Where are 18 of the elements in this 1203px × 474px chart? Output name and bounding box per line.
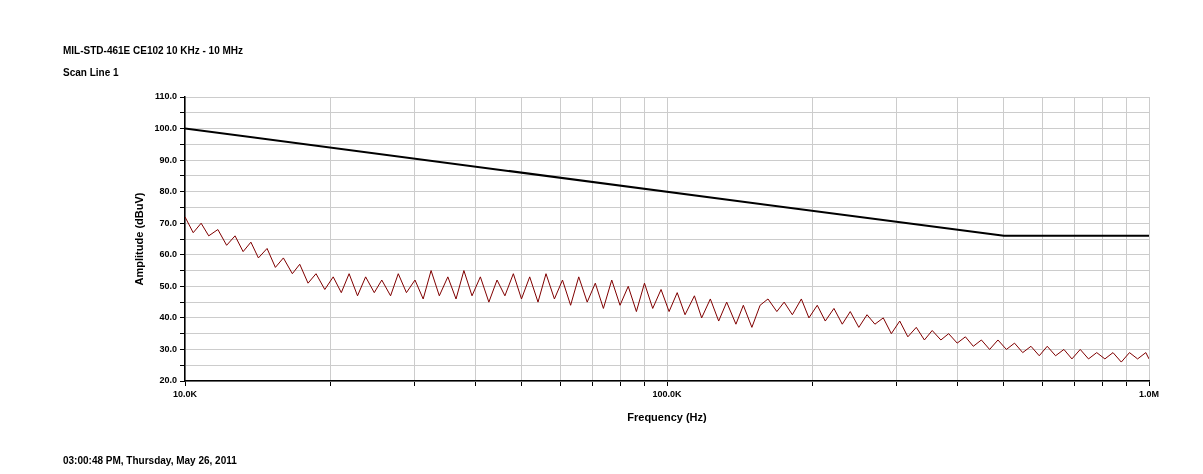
y-tick-label: 30.0 (159, 343, 177, 354)
y-tick-label: 90.0 (159, 154, 177, 165)
y-tick-label: 50.0 (159, 280, 177, 291)
x-tick-label: 10.0K (172, 388, 198, 399)
text: Scan Line 1 (63, 67, 119, 78)
chart-title: MIL-STD-461E CE102 10 KHz - 10 MHz (63, 45, 244, 56)
x-tick-label: 100.0K (652, 388, 683, 399)
y-tick-label: 40.0 (159, 312, 177, 323)
y-tick-label: 20.0 (159, 375, 177, 386)
y-tick-label: 110.0 (154, 91, 177, 102)
x-tick-label: 1.0M (1138, 388, 1160, 399)
y-tick-label: 60.0 (159, 249, 177, 260)
y-tick-label: 100.0 (154, 123, 177, 134)
y-tick-label: 70.0 (159, 217, 177, 228)
x-axis-title: Frequency (Hz) (627, 411, 708, 424)
text: 03:00:48 PM, Thursday, May 26, 2011 (63, 455, 237, 466)
y-tick-label: 80.0 (159, 186, 177, 197)
y-axis-title: Amplitude (dBuV) (132, 192, 145, 286)
